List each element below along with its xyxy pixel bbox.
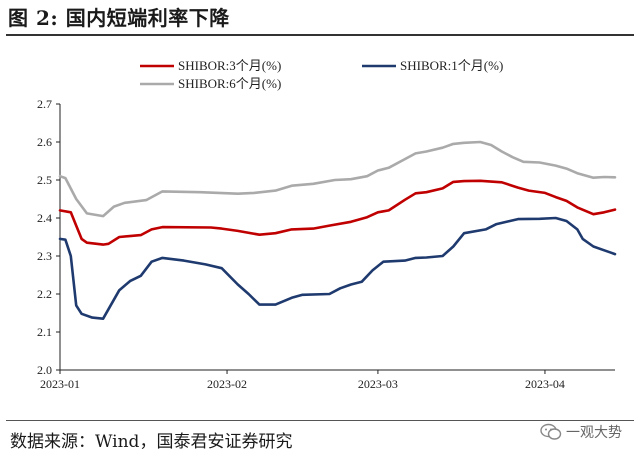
series-layer: [58, 140, 617, 321]
x-tick-label: 2023-01: [40, 377, 80, 391]
legend-label-2: SHIBOR:1个月(%): [400, 58, 503, 73]
y-axis: 2.0 2.1 2.2 2.3 2.4 2.5 2.6 2.7: [37, 97, 61, 377]
x-tick-label: 2023-04: [525, 377, 565, 391]
y-tick-label: 2.5: [37, 173, 52, 187]
x-tick-label: 2023-03: [358, 377, 398, 391]
line-chart: 2.02.12.22.32.42.52.62.7 2023-01 2023-02 2…: [37, 58, 617, 391]
figure-title: 图 2: 国内短端利率下降: [8, 6, 230, 30]
bottom-rule: [6, 420, 634, 421]
top-rule: [6, 34, 634, 36]
y-tick-label: 2.1: [37, 325, 52, 339]
y-tick-label: 2.2: [37, 287, 52, 301]
watermark: 一观大势: [540, 422, 622, 442]
watermark-text: 一观大势: [566, 425, 622, 441]
y-tick-label: 2.3: [37, 249, 52, 263]
x-tick-label: 2023-02: [207, 377, 247, 391]
legend: SHIBOR:3个月(%) SHIBOR:1个月(%) SHIBOR:6个月(%): [140, 58, 503, 91]
y-tick-label: 2.4: [37, 211, 52, 225]
series-line-2: [58, 216, 617, 321]
y-tick-label: 2.6: [37, 135, 52, 149]
source-note: 数据来源：Wind，国泰君安证券研究: [10, 432, 293, 452]
y-tick-label: 2.7: [37, 97, 52, 111]
y-tick-label: 2.0: [37, 363, 52, 377]
x-axis: 2023-01 2023-02 2023-03 2023-04: [40, 369, 615, 391]
legend-label-3: SHIBOR:6个月(%): [178, 76, 281, 91]
wechat-icon: [540, 423, 562, 440]
legend-label-1: SHIBOR:3个月(%): [178, 58, 281, 73]
series-line-1: [58, 179, 617, 246]
series-line-3: [58, 140, 617, 218]
